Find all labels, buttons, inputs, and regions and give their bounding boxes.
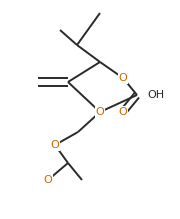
Text: OH: OH bbox=[147, 90, 164, 100]
Text: O: O bbox=[119, 107, 127, 117]
Text: O: O bbox=[51, 140, 59, 150]
Text: O: O bbox=[96, 107, 104, 117]
Text: O: O bbox=[44, 175, 52, 185]
Text: O: O bbox=[119, 73, 127, 83]
